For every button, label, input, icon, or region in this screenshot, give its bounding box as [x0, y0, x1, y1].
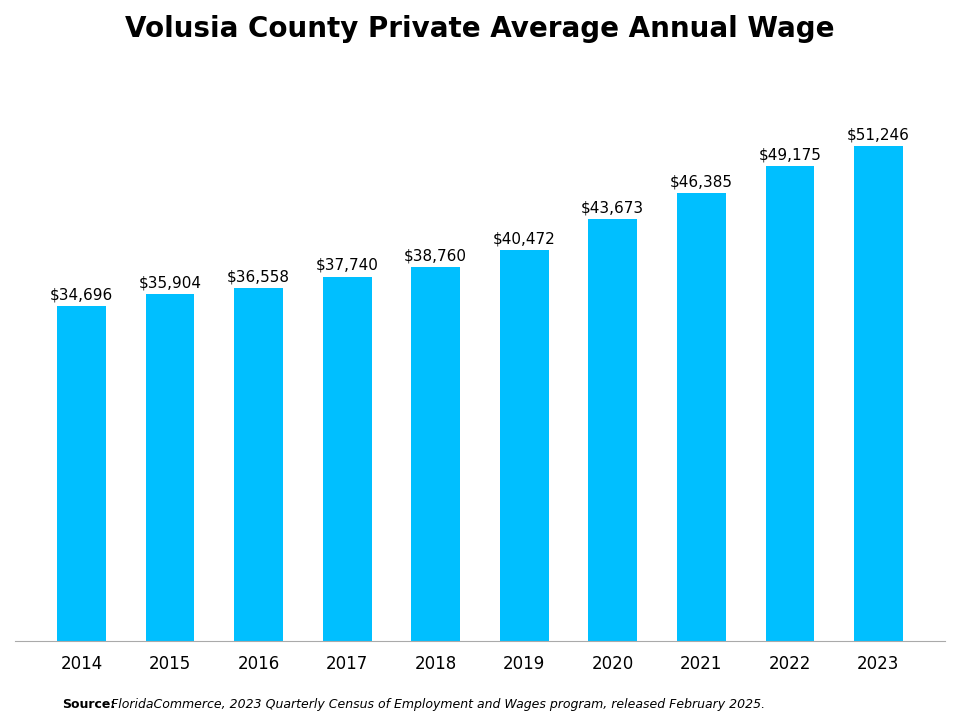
Text: $34,696: $34,696 [50, 287, 113, 302]
Text: $46,385: $46,385 [670, 174, 732, 189]
Bar [234, 288, 283, 641]
Bar [323, 276, 372, 641]
Text: $38,760: $38,760 [404, 248, 468, 263]
Bar [765, 166, 814, 641]
Bar [854, 146, 902, 641]
Text: Source:: Source: [62, 698, 116, 711]
Text: FloridaCommerce, 2023 Quarterly Census of Employment and Wages program, released: FloridaCommerce, 2023 Quarterly Census o… [107, 698, 765, 711]
Bar [412, 267, 460, 641]
Bar [677, 193, 726, 641]
Bar [500, 251, 548, 641]
Bar [588, 220, 637, 641]
Bar [146, 294, 195, 641]
Text: $51,246: $51,246 [847, 127, 910, 143]
Text: $36,558: $36,558 [228, 269, 290, 284]
Text: $43,673: $43,673 [581, 201, 644, 215]
Text: $35,904: $35,904 [138, 276, 202, 291]
Bar [58, 306, 106, 641]
Text: $37,740: $37,740 [316, 258, 378, 273]
Text: $40,472: $40,472 [492, 232, 556, 246]
Title: Volusia County Private Average Annual Wage: Volusia County Private Average Annual Wa… [125, 15, 835, 43]
Text: $49,175: $49,175 [758, 148, 822, 163]
